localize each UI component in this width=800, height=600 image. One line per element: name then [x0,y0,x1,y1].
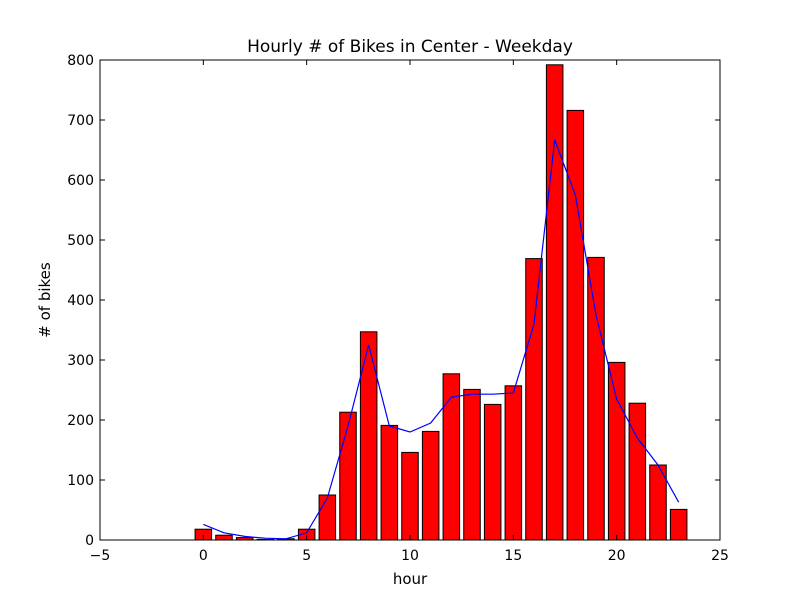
bar-hour-11 [421,430,440,541]
bar-hour-21 [628,402,647,541]
line-series [203,139,680,540]
bar-hour-14 [483,403,502,541]
bar-hour-23 [669,508,688,541]
chart-title: Hourly # of Bikes in Center - Weekday [247,37,573,57]
y-tick-label: 200 [67,413,94,429]
y-axis-label: # of bikes [36,262,54,338]
bar-hour-18 [566,109,585,541]
y-tick-label: 400 [67,293,94,309]
bar-hour-1 [215,534,233,541]
x-axis-ticks: −5 0 5 10 15 20 25 [90,60,729,564]
bar-hour-12 [442,373,461,541]
bar-hour-6 [318,494,337,541]
x-tick-label: 20 [608,548,626,564]
bar-hour-15 [504,385,523,541]
bar-hour-13 [463,388,481,541]
bar-hour-9 [380,424,399,541]
x-axis-label: hour [393,570,428,588]
y-axis-ticks: 0 100 200 300 400 500 600 700 800 [67,53,720,549]
bar-hour-8 [359,331,378,541]
bar-hour-17 [545,64,564,541]
y-tick-label: 800 [67,53,94,69]
bar-hour-16 [525,258,543,541]
x-tick-label: 0 [199,548,208,564]
x-tick-label: 25 [711,548,729,564]
bar-hour-10 [401,451,419,541]
bar-hour-20 [607,361,626,541]
bar-series [194,64,688,541]
y-tick-label: 600 [67,173,94,189]
y-tick-label: 0 [85,533,94,549]
y-tick-label: 300 [67,353,94,369]
bar-hour-19 [587,256,605,541]
x-tick-label: −5 [90,548,111,564]
bar-hour-7 [339,411,357,541]
x-tick-label: 5 [302,548,311,564]
x-tick-label: 10 [401,548,419,564]
y-tick-label: 500 [67,233,94,249]
y-tick-label: 100 [67,473,94,489]
x-tick-label: 15 [504,548,522,564]
y-tick-label: 700 [67,113,94,129]
